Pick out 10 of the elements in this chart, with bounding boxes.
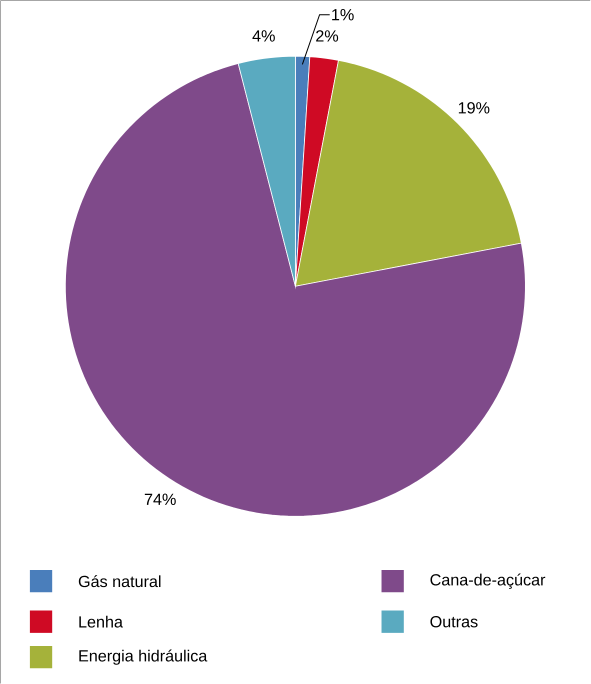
data-label: 19% [458, 102, 490, 114]
data-label: 74% [144, 494, 176, 505]
legend-label: Energia hidráulica [79, 650, 208, 665]
legend-label: Gás natural [78, 575, 161, 588]
data-label: 2% [316, 30, 338, 42]
data-label: 4% [252, 30, 275, 42]
data-label: 1% [332, 9, 354, 20]
legend-label: Lenha [79, 616, 124, 628]
legend-label: Cana-de-açúcar [430, 573, 546, 589]
legend-label: Outras [430, 616, 478, 628]
